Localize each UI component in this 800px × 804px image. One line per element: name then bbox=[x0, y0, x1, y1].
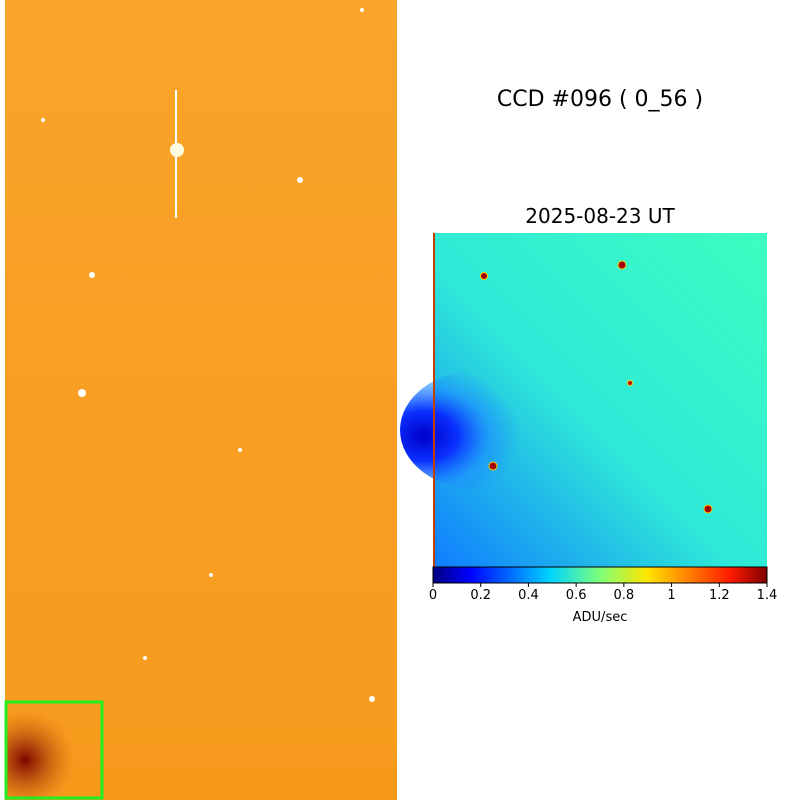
colorbar bbox=[432, 566, 768, 584]
colorbar-ticks: 0 0.2 0.4 0.6 0.8 1 1.2 1.4 bbox=[429, 583, 777, 603]
title: CCD #096 ( 0_56 ) bbox=[497, 87, 703, 112]
tick-label: 1.2 bbox=[709, 588, 730, 603]
zoom-image bbox=[400, 233, 767, 567]
tick-label: 0.4 bbox=[518, 588, 539, 603]
tick-label: 1 bbox=[667, 588, 675, 603]
zoom-box bbox=[4, 700, 104, 800]
colorbar-label: ADU/sec bbox=[573, 610, 628, 625]
tick-label: 1.4 bbox=[757, 588, 778, 603]
tick-label: 0.6 bbox=[566, 588, 587, 603]
tick-label: 0 bbox=[429, 588, 437, 603]
tick-label: 0.8 bbox=[614, 588, 635, 603]
subtitle: 2025-08-23 UT bbox=[525, 204, 675, 228]
tick-label: 0.2 bbox=[470, 588, 491, 603]
full-ccd-image bbox=[4, 0, 397, 800]
